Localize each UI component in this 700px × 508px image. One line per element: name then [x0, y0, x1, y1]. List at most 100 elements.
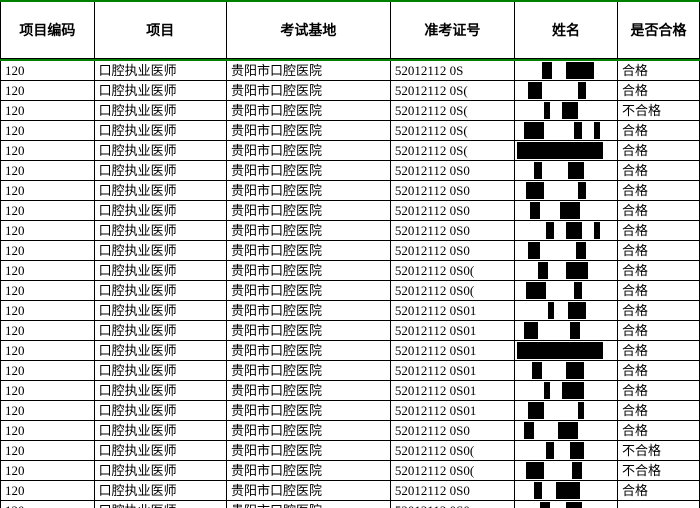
cell-ticket: 52012112 0S01: [390, 380, 514, 400]
col-header-base[interactable]: 考试基地: [226, 2, 390, 58]
cell-code: 120: [1, 420, 95, 440]
cell-code: 120: [1, 80, 95, 100]
cell-proj: 口腔执业医师: [94, 100, 226, 120]
cell-base: 贵阳市口腔医院: [226, 500, 390, 508]
table-body: 120口腔执业医师贵阳市口腔医院52012112 0S合格120口腔执业医师贵阳…: [1, 60, 700, 508]
table-row[interactable]: 120口腔执业医师贵阳市口腔医院52012112 0S0合格: [1, 220, 700, 240]
cell-code: 120: [1, 340, 95, 360]
table-row[interactable]: 120口腔执业医师贵阳市口腔医院52012112 0S0(合格: [1, 280, 700, 300]
table-row[interactable]: 120口腔执业医师贵阳市口腔医院52012112 0S01合格: [1, 320, 700, 340]
cell-code: 120: [1, 200, 95, 220]
cell-ticket: 52012112 0S01: [390, 340, 514, 360]
cell-base: 贵阳市口腔医院: [226, 160, 390, 180]
cell-pass: 合格: [618, 200, 700, 220]
cell-name-redacted: [514, 380, 617, 400]
table-row[interactable]: 120口腔执业医师贵阳市口腔医院52012112 0S0合格: [1, 180, 700, 200]
cell-proj: 口腔执业医师: [94, 360, 226, 380]
cell-base: 贵阳市口腔医院: [226, 340, 390, 360]
cell-base: 贵阳市口腔医院: [226, 460, 390, 480]
col-header-proj[interactable]: 项目: [94, 2, 226, 58]
cell-base: 贵阳市口腔医院: [226, 240, 390, 260]
table-row[interactable]: 120口腔执业医师贵阳市口腔医院52012112 0S0合格: [1, 240, 700, 260]
cell-code: 120: [1, 220, 95, 240]
cell-ticket: 52012112 0S0: [390, 420, 514, 440]
cell-proj: 口腔执业医师: [94, 440, 226, 460]
table-row[interactable]: 120口腔执业医师贵阳市口腔医院52012112 0S0(合格: [1, 260, 700, 280]
cell-pass: 合格: [618, 180, 700, 200]
cell-base: 贵阳市口腔医院: [226, 420, 390, 440]
table-row[interactable]: 120口腔执业医师贵阳市口腔医院52012112 0S(不合格: [1, 100, 700, 120]
cell-base: 贵阳市口腔医院: [226, 400, 390, 420]
cell-base: 贵阳市口腔医院: [226, 80, 390, 100]
table-row[interactable]: 120口腔执业医师贵阳市口腔医院52012112 0S01合格: [1, 300, 700, 320]
cell-code: 120: [1, 260, 95, 280]
table-header-row: 项目编码 项目 考试基地 准考证号 姓名 是否合格: [1, 2, 700, 58]
table-row[interactable]: 120口腔执业医师贵阳市口腔医院52012112 0S(合格: [1, 80, 700, 100]
table-row[interactable]: 120口腔执业医师贵阳市口腔医院52012112 0S0(不合格: [1, 440, 700, 460]
cell-code: 120: [1, 380, 95, 400]
cell-proj: 口腔执业医师: [94, 140, 226, 160]
cell-ticket: 52012112 0S: [390, 60, 514, 81]
cell-ticket: 52012112 0S0: [390, 240, 514, 260]
cell-base: 贵阳市口腔医院: [226, 260, 390, 280]
cell-pass: 合格: [618, 140, 700, 160]
cell-pass: 合格: [618, 480, 700, 500]
table-row[interactable]: 120口腔执业医师贵阳市口腔医院52012112 0S01 合格: [1, 340, 700, 360]
cell-pass: 合格: [618, 300, 700, 320]
col-header-name[interactable]: 姓名: [514, 2, 617, 58]
cell-base: 贵阳市口腔医院: [226, 180, 390, 200]
table-row[interactable]: 120口腔执业医师贵阳市口腔医院52012112 0S0合格: [1, 420, 700, 440]
table-row[interactable]: 120口腔执业医师贵阳市口腔医院52012112 0S0合格: [1, 160, 700, 180]
cell-proj: 口腔执业医师: [94, 340, 226, 360]
col-header-code[interactable]: 项目编码: [1, 2, 95, 58]
cell-base: 贵阳市口腔医院: [226, 120, 390, 140]
cell-name-redacted: [514, 120, 617, 140]
cell-name-redacted: [514, 440, 617, 460]
cell-pass: 合格: [618, 260, 700, 280]
cell-ticket: 52012112 0S01: [390, 400, 514, 420]
table-row[interactable]: 120口腔执业医师贵阳市口腔医院52012112 0S0(不合格: [1, 460, 700, 480]
cell-proj: 口腔执业医师: [94, 400, 226, 420]
cell-ticket: 52012112 0S01: [390, 360, 514, 380]
cell-ticket: 52012112 0S0: [390, 500, 514, 508]
cell-name-redacted: [514, 400, 617, 420]
cell-base: 贵阳市口腔医院: [226, 320, 390, 340]
cell-base: 贵阳市口腔医院: [226, 60, 390, 81]
table-row[interactable]: 120口腔执业医师贵阳市口腔医院52012112 0S0合格: [1, 480, 700, 500]
cell-proj: 口腔执业医师: [94, 60, 226, 81]
table-row[interactable]: 120口腔执业医师贵阳市口腔医院52012112 0S01合格: [1, 400, 700, 420]
table-row[interactable]: 120口腔执业医师贵阳市口腔医院52012112 0S合格: [1, 60, 700, 81]
cell-code: 120: [1, 300, 95, 320]
table-row[interactable]: 120口腔执业医师贵阳市口腔医院52012112 0S0合格: [1, 200, 700, 220]
cell-proj: 口腔执业医师: [94, 240, 226, 260]
cell-base: 贵阳市口腔医院: [226, 140, 390, 160]
cell-proj: 口腔执业医师: [94, 80, 226, 100]
table-row[interactable]: 120口腔执业医师贵阳市口腔医院52012112 0S01合格: [1, 380, 700, 400]
cell-ticket: 52012112 0S(: [390, 140, 514, 160]
cell-ticket: 52012112 0S0(: [390, 280, 514, 300]
cell-proj: 口腔执业医师: [94, 120, 226, 140]
cell-pass: 合格: [618, 320, 700, 340]
cell-code: 120: [1, 100, 95, 120]
table-row[interactable]: 120口腔执业医师贵阳市口腔医院52012112 0S0: [1, 500, 700, 508]
cell-code: 120: [1, 440, 95, 460]
cell-ticket: 52012112 0S01: [390, 320, 514, 340]
cell-code: 120: [1, 240, 95, 260]
table-row[interactable]: 120口腔执业医师贵阳市口腔医院52012112 0S(合格: [1, 120, 700, 140]
cell-ticket: 52012112 0S0(: [390, 460, 514, 480]
cell-code: 120: [1, 460, 95, 480]
col-header-pass[interactable]: 是否合格: [618, 2, 700, 58]
cell-ticket: 52012112 0S0: [390, 200, 514, 220]
cell-pass: 合格: [618, 160, 700, 180]
cell-base: 贵阳市口腔医院: [226, 480, 390, 500]
cell-ticket: 52012112 0S(: [390, 100, 514, 120]
cell-proj: 口腔执业医师: [94, 180, 226, 200]
col-header-ticket[interactable]: 准考证号: [390, 2, 514, 58]
table-row[interactable]: 120口腔执业医师贵阳市口腔医院52012112 0S(合格: [1, 140, 700, 160]
cell-code: 120: [1, 120, 95, 140]
table-row[interactable]: 120口腔执业医师贵阳市口腔医院52012112 0S01合格: [1, 360, 700, 380]
cell-pass: 合格: [618, 340, 700, 360]
cell-pass: 不合格: [618, 440, 700, 460]
cell-name-redacted: [514, 280, 617, 300]
cell-ticket: 52012112 0S0: [390, 220, 514, 240]
